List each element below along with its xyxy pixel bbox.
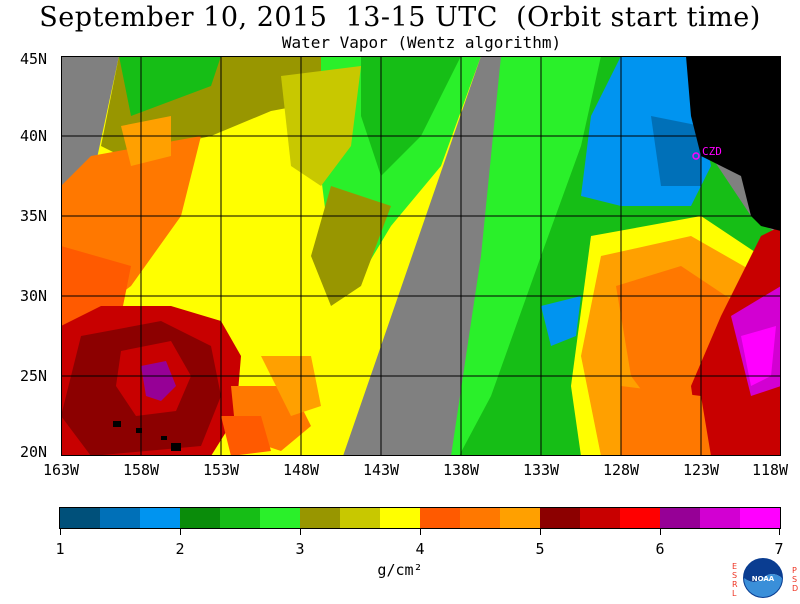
colorbar-swatch bbox=[220, 508, 260, 528]
lon-label-143w: 143W bbox=[362, 461, 400, 479]
colorbar-label-3: 3 bbox=[295, 540, 305, 558]
colorbar-tick bbox=[540, 529, 541, 535]
colorbar-swatch bbox=[580, 508, 620, 528]
colorbar-swatch bbox=[140, 508, 180, 528]
colorbar-label-2: 2 bbox=[175, 540, 185, 558]
colorbar-swatch bbox=[260, 508, 300, 528]
map-subtitle: Water Vapor (Wentz algorithm) bbox=[281, 33, 562, 52]
colorbar-label-5: 5 bbox=[535, 540, 545, 558]
land-north-america bbox=[686, 56, 781, 231]
lat-label-35n: 35N bbox=[20, 207, 48, 225]
colorbar-tick bbox=[660, 529, 661, 535]
colorbar-swatch bbox=[620, 508, 660, 528]
colorbar-tick bbox=[420, 529, 421, 535]
lon-label-118w: 118W bbox=[751, 461, 789, 479]
gridlines bbox=[61, 56, 781, 456]
colorbar-tick bbox=[779, 529, 780, 535]
colorbar-swatch bbox=[740, 508, 780, 528]
colorbar-label-4: 4 bbox=[415, 540, 425, 558]
colorbar-swatch bbox=[340, 508, 380, 528]
lon-label-163w: 163W bbox=[42, 461, 80, 479]
lon-label-133w: 133W bbox=[522, 461, 560, 479]
czd-marker: CZD bbox=[692, 145, 722, 160]
svg-text:NOAA: NOAA bbox=[752, 575, 775, 583]
colorbar-swatch bbox=[460, 508, 500, 528]
lon-label-148w: 148W bbox=[282, 461, 320, 479]
colorbar-swatch bbox=[60, 508, 100, 528]
colorbar bbox=[59, 507, 781, 529]
colorbar-swatch bbox=[300, 508, 340, 528]
lat-label-40n: 40N bbox=[20, 127, 48, 145]
colorbar-label-7: 7 bbox=[774, 540, 784, 558]
colorbar-swatch bbox=[660, 508, 700, 528]
hawaiian-islands bbox=[113, 421, 181, 451]
colorbar-swatch bbox=[540, 508, 580, 528]
lon-label-123w: 123W bbox=[682, 461, 720, 479]
water-vapor-map: CZD bbox=[61, 56, 781, 456]
lat-label-25n: 25N bbox=[20, 367, 48, 385]
lon-label-153w: 153W bbox=[202, 461, 240, 479]
lon-label-128w: 128W bbox=[602, 461, 640, 479]
colorbar-swatch bbox=[420, 508, 460, 528]
colorbar-swatch bbox=[100, 508, 140, 528]
colorbar-swatch bbox=[500, 508, 540, 528]
colorbar-tick bbox=[60, 529, 61, 535]
lat-label-45n: 45N bbox=[20, 50, 48, 68]
colorbar-swatch bbox=[380, 508, 420, 528]
colorbar-swatch bbox=[700, 508, 740, 528]
lon-label-158w: 158W bbox=[122, 461, 160, 479]
czd-label: CZD bbox=[702, 145, 722, 158]
colorbar-units: g/cm² bbox=[377, 561, 423, 579]
lat-label-20n: 20N bbox=[20, 443, 48, 461]
colorbar-label-6: 6 bbox=[655, 540, 665, 558]
colorbar-tick bbox=[300, 529, 301, 535]
colorbar-label-1: 1 bbox=[55, 540, 65, 558]
lat-label-30n: 30N bbox=[20, 287, 48, 305]
lon-label-138w: 138W bbox=[442, 461, 480, 479]
colorbar-swatch bbox=[180, 508, 220, 528]
map-title: September 10, 2015 13-15 UTC (Orbit star… bbox=[39, 2, 761, 33]
colorbar-tick bbox=[180, 529, 181, 535]
